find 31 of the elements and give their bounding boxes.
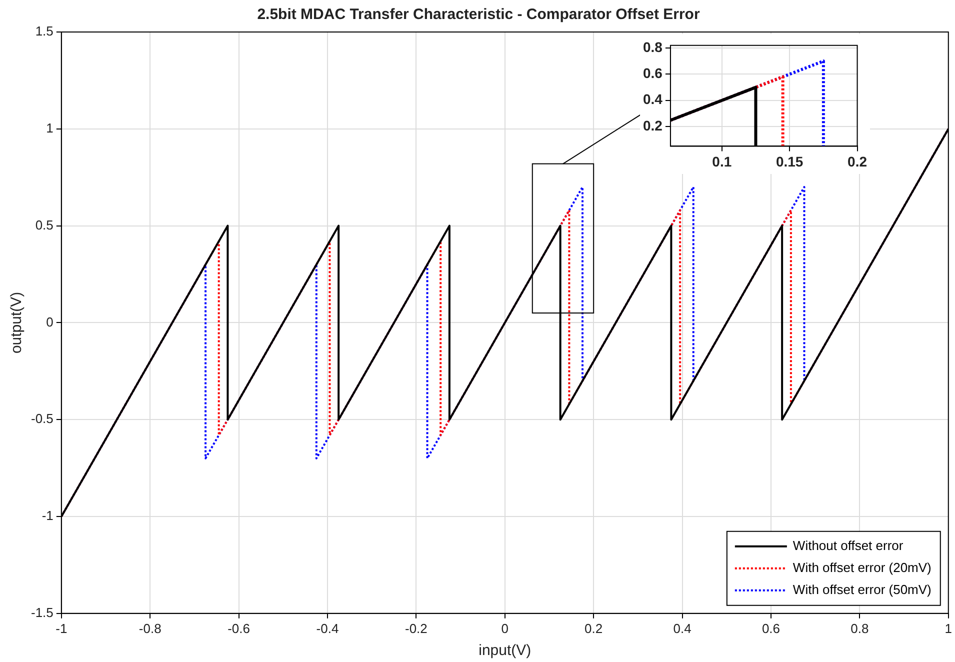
x-tick-label: 0 [501,620,509,636]
x-tick-label: 0.6 [762,620,780,636]
x-tick-label: -0.6 [228,620,250,636]
x-tick-label: 0.8 [850,620,869,636]
y-tick-label: -0.5 [30,411,54,426]
y-tick-label: 1 [46,120,54,136]
y-tick-label: 0.2 [642,117,663,134]
x-tick-label: 0.2 [848,153,868,170]
x-tick-label: 0.4 [673,620,692,636]
y-tick-label: -1.5 [30,604,54,620]
chart-title: 2.5bit MDAC Transfer Characteristic - Comparator Offset Error [257,6,700,24]
y-tick-label: 0.8 [642,38,663,55]
x-tick-label: 0.2 [584,620,603,636]
x-tick-label: 0.15 [776,153,804,170]
y-axis-title: output(V) [8,292,26,354]
y-tick-label: 0 [46,314,54,330]
legend-label: Without offset error [792,538,904,553]
x-tick-label: -0.4 [316,620,339,636]
x-tick-label: -1 [56,620,68,636]
legend-label: With offset error (50mV) [792,582,932,597]
x-tick-label: 1 [944,620,952,636]
legend-label: With offset error (20mV) [792,560,932,575]
y-tick-label: -1 [42,508,54,524]
y-tick-label: 1.5 [35,24,54,39]
y-tick-label: 0.5 [35,217,54,232]
y-tick-label: 0.6 [642,65,663,82]
y-tick-label: 0.4 [642,91,663,108]
x-tick-label: -0.8 [138,620,162,636]
x-tick-label: -0.2 [404,620,428,636]
x-tick-label: 0.1 [712,153,732,170]
x-axis-title: input(V) [478,642,532,660]
